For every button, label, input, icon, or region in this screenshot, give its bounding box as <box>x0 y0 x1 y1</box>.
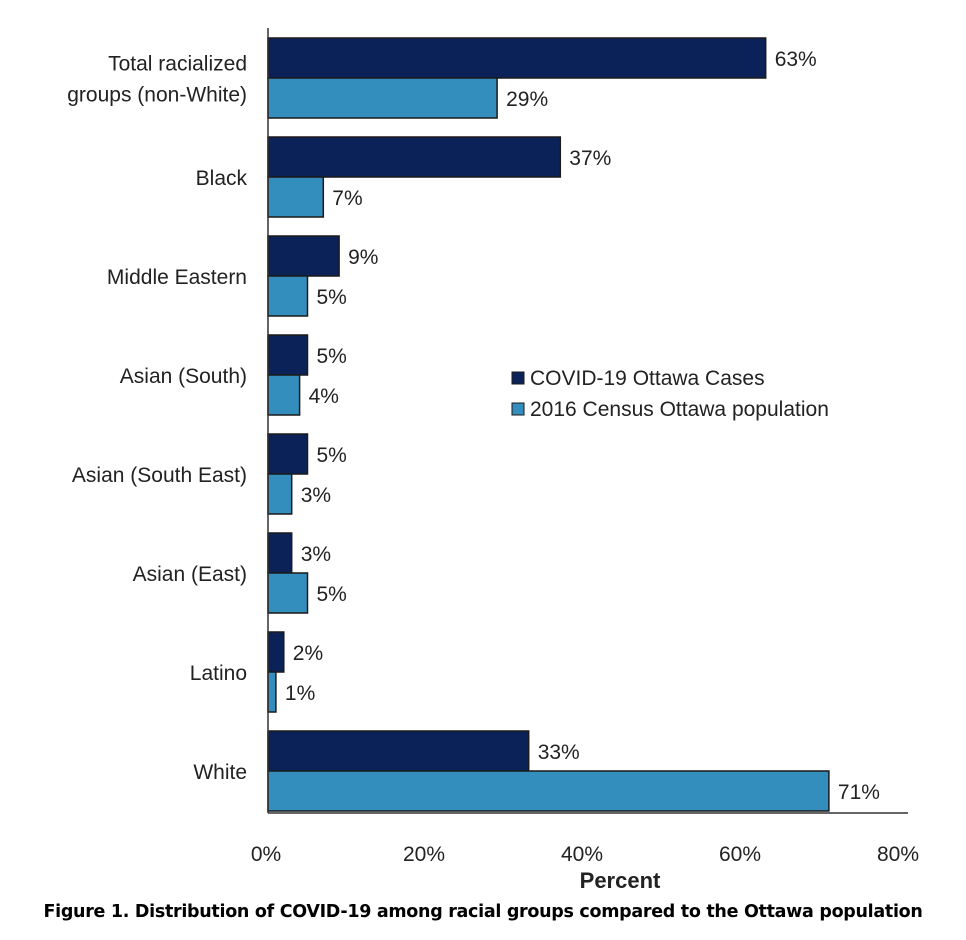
bar-cases <box>267 631 285 673</box>
data-label: 2% <box>293 642 323 665</box>
x-tick-label: 20% <box>403 843 445 866</box>
legend-label: COVID-19 Ottawa Cases <box>530 367 765 390</box>
data-label: 9% <box>348 246 378 269</box>
x-tick-label: 60% <box>719 843 761 866</box>
data-label: 4% <box>309 385 339 408</box>
bar-census <box>267 176 325 218</box>
bar-chart: 63% 29% Total racialized groups (non-White)… <box>67 28 919 893</box>
bar-census <box>267 572 309 614</box>
data-label: 7% <box>332 187 362 210</box>
data-label: 5% <box>317 583 347 606</box>
category-label: White <box>193 761 247 784</box>
category-label: Black <box>196 167 248 190</box>
data-label: 63% <box>775 48 817 71</box>
data-label: 37% <box>569 147 611 170</box>
bar-cases <box>267 433 309 475</box>
bar-census <box>267 77 498 119</box>
category-label: Latino <box>190 662 247 685</box>
x-tick-label: 40% <box>561 843 603 866</box>
data-label: 3% <box>301 484 331 507</box>
bar-cases <box>267 136 562 178</box>
x-tick-label: 0% <box>251 843 281 866</box>
category-label: groups (non-White) <box>67 84 247 107</box>
data-label: 33% <box>538 741 580 764</box>
data-label: 5% <box>317 286 347 309</box>
category-label: Middle Eastern <box>107 266 247 289</box>
category-label: Asian (East) <box>133 563 247 586</box>
bar-census <box>267 473 293 515</box>
bar-cases <box>267 532 293 574</box>
legend-swatch <box>511 371 525 385</box>
figure-caption: Figure 1. Distribution of COVID-19 among… <box>43 902 923 922</box>
x-axis-title: Percent <box>580 868 661 893</box>
data-label: 5% <box>317 444 347 467</box>
bar-cases <box>267 235 340 277</box>
bar-cases <box>267 730 530 772</box>
legend-label: 2016 Census Ottawa population <box>530 398 829 421</box>
x-tick-label: 80% <box>877 843 919 866</box>
data-label: 5% <box>317 345 347 368</box>
data-label: 1% <box>285 682 315 705</box>
legend-swatch <box>511 402 525 416</box>
category-label: Total racialized <box>108 53 247 76</box>
data-label: 3% <box>301 543 331 566</box>
data-label: 71% <box>838 781 880 804</box>
bar-census <box>267 275 309 317</box>
bar-census <box>267 671 277 713</box>
bar-census <box>267 770 830 812</box>
category-label: Asian (South East) <box>72 464 247 487</box>
bar-cases <box>267 37 767 79</box>
bar-census <box>267 374 301 416</box>
bar-cases <box>267 334 309 376</box>
data-label: 29% <box>506 88 548 111</box>
category-label: Asian (South) <box>120 365 247 388</box>
